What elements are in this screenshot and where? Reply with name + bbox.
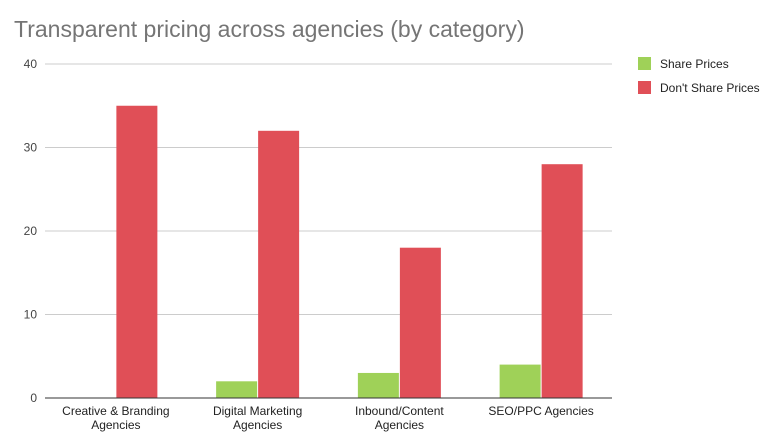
y-tick-label: 40 xyxy=(24,57,38,71)
legend-swatch xyxy=(638,57,651,70)
bar-don-t-share-prices-2 xyxy=(399,247,441,398)
x-tick-label: Digital Marketing Agencies xyxy=(213,404,302,432)
y-axis-ticks: 0 10 20 30 40 xyxy=(24,57,38,405)
bar-share-prices-1 xyxy=(216,381,258,398)
y-tick-label: 20 xyxy=(24,224,38,238)
y-tick-label: 30 xyxy=(24,141,38,155)
legend-label: Share Prices xyxy=(660,57,729,71)
legend: Share Prices Don't Share Prices xyxy=(638,57,760,95)
y-tick-label: 0 xyxy=(30,391,37,405)
bar-don-t-share-prices-3 xyxy=(541,164,583,398)
x-tick-label: SEO/PPC Agencies xyxy=(488,404,593,418)
legend-swatch xyxy=(638,81,651,94)
bars xyxy=(116,105,583,399)
chart-title: Transparent pricing across agencies (by … xyxy=(14,16,525,42)
bar-share-prices-2 xyxy=(357,372,399,398)
x-tick-label: Inbound/Content Agencies xyxy=(355,404,444,432)
x-tick-label: Creative & Branding Agencies xyxy=(62,404,169,432)
bar-share-prices-3 xyxy=(499,364,541,398)
x-axis-labels: Creative & Branding Agencies Digital Marke… xyxy=(62,404,594,432)
bar-don-t-share-prices-1 xyxy=(258,130,300,399)
y-tick-label: 10 xyxy=(24,308,38,322)
bar-don-t-share-prices-0 xyxy=(116,105,158,398)
legend-label: Don't Share Prices xyxy=(660,81,760,95)
